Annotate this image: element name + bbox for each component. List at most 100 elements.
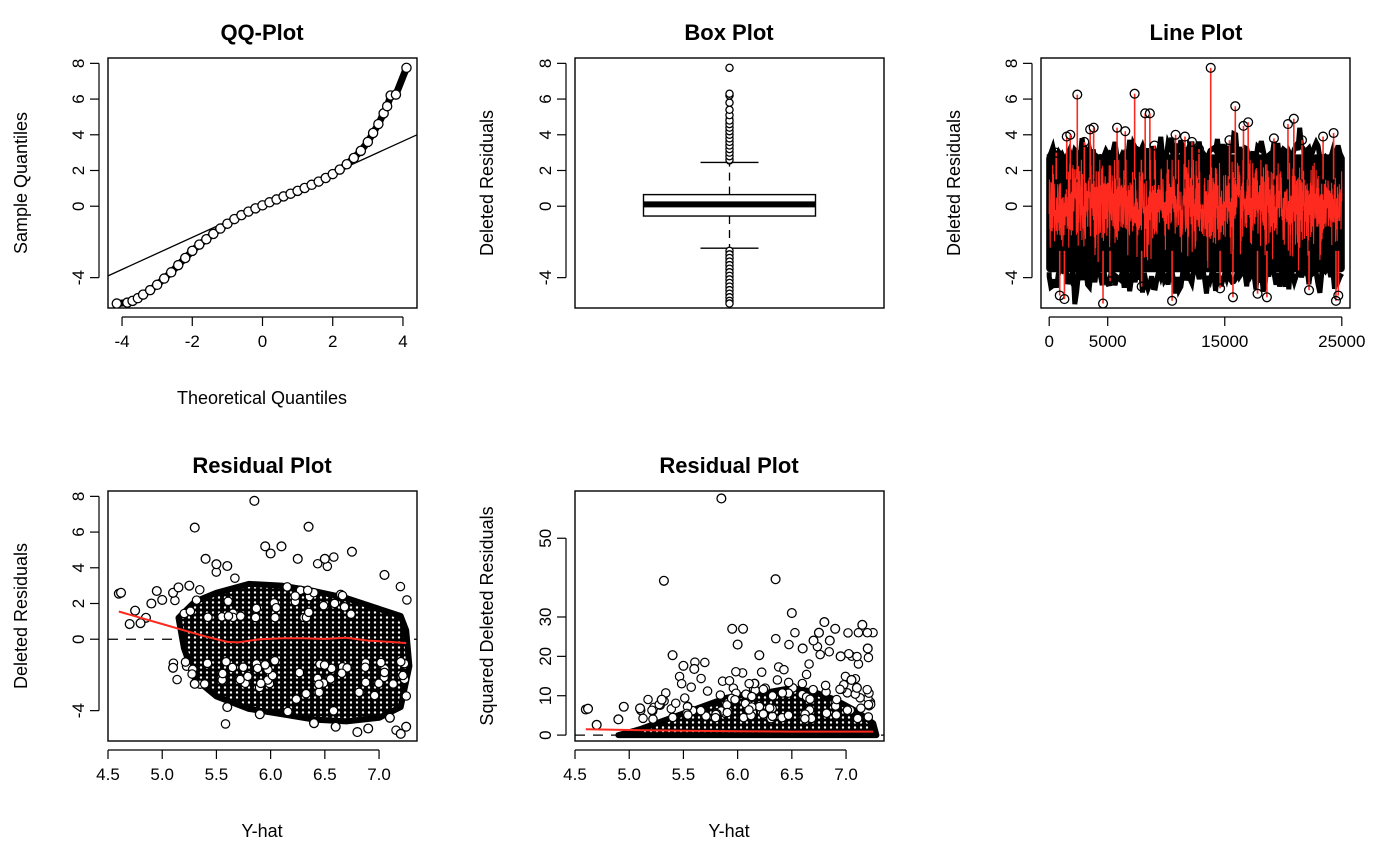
squared-outlier: [738, 623, 749, 634]
squared-point: [783, 677, 794, 688]
squared-outlier: [613, 714, 624, 725]
squared-point: [852, 651, 862, 662]
squared-point: [777, 688, 788, 698]
squared-point: [800, 713, 810, 724]
series-point: [1282, 119, 1294, 130]
residual-point: [346, 609, 356, 620]
residual-point: [269, 655, 280, 666]
residual-point: [172, 674, 182, 685]
residual-point: [318, 600, 329, 611]
residual-point: [235, 674, 245, 685]
residual-point: [360, 662, 371, 673]
series-point: [1205, 62, 1216, 73]
squared-residual-plot-axes: 0 10 20 30 50 4.5 5.0 5.5 6.0 6.5 7.0: [536, 529, 858, 784]
series-point: [1193, 144, 1205, 155]
squared-point: [744, 678, 754, 689]
squared-point: [843, 648, 854, 659]
residual-point: [185, 606, 196, 617]
y-tick-label: 4: [536, 130, 555, 139]
qq-point: [215, 223, 226, 234]
box-plot-marks: [642, 63, 817, 308]
residual-outlier: [222, 702, 233, 713]
residual-point: [282, 582, 292, 592]
series-point: [1120, 126, 1131, 137]
residual-outlier: [330, 721, 341, 732]
series-point: [1186, 136, 1198, 147]
box-outlier: [725, 89, 734, 98]
y-tick-label: 20: [536, 647, 555, 666]
squared-outlier: [786, 607, 797, 619]
residual-outlier: [200, 553, 211, 564]
qq-point: [179, 252, 191, 264]
series-point: [1105, 276, 1116, 287]
residual-point: [235, 611, 246, 621]
y-tick-label: 6: [536, 94, 555, 103]
squared-point: [686, 682, 697, 692]
x-tick-label: 6.0: [726, 765, 750, 784]
squared-outlier: [857, 619, 868, 630]
squared-point: [767, 711, 778, 722]
residual-outlier: [319, 553, 330, 564]
y-tick-label: 4: [69, 563, 88, 572]
residual-outlier: [189, 678, 200, 689]
series-point: [1179, 131, 1191, 142]
residual-point: [314, 687, 324, 698]
box-plot-ylabel: Deleted Residuals: [477, 110, 497, 256]
line-plot-frame: [1040, 57, 1351, 309]
qq-point: [144, 284, 156, 296]
residual-point: [388, 679, 398, 689]
series-point: [1243, 117, 1254, 128]
squared-outlier: [667, 650, 678, 661]
qq-point: [111, 298, 123, 308]
qq-plot-points: [108, 62, 417, 308]
squared-residual-plot-panel: Residual Plot 0 10 20 30 50 4.5 5.0 5.5 6.0 6.5 7.…: [477, 453, 885, 841]
squared-point: [820, 680, 831, 691]
y-tick-label: -4: [69, 270, 88, 285]
y-tick-label: 0: [1002, 201, 1021, 210]
qq-point: [373, 118, 384, 130]
series-point: [1136, 281, 1147, 292]
residual-outlier: [379, 569, 390, 580]
residual-point: [251, 603, 262, 614]
squared-point: [863, 652, 874, 663]
residual-point: [271, 602, 282, 613]
y-tick-label: 6: [69, 527, 88, 536]
residual-point: [398, 670, 408, 681]
squared-point: [679, 693, 690, 703]
qq-points-band: [113, 64, 410, 307]
squared-point: [758, 684, 769, 695]
squared-residual-plot-title: Residual Plot: [659, 453, 799, 478]
x-tick-label: 0: [258, 332, 267, 351]
residual-point: [290, 591, 301, 601]
squared-point: [808, 684, 818, 695]
series-point: [1144, 108, 1155, 119]
y-tick-label: 4: [69, 130, 88, 139]
squared-point: [790, 627, 800, 638]
box-plot-axes: -4 0 2 4 6 8: [536, 59, 567, 285]
squared-point: [758, 709, 769, 719]
squared-point: [638, 713, 648, 724]
qq-plot-frame: [107, 57, 418, 309]
squared-point: [670, 698, 681, 709]
residual-point: [301, 688, 311, 699]
residual-point: [379, 667, 390, 678]
residual-point: [336, 668, 347, 679]
series-point: [1296, 135, 1308, 146]
y-tick-label: 8: [69, 492, 88, 501]
series-line: [1048, 159, 1343, 271]
y-tick-label: -4: [69, 703, 88, 718]
residual-point: [401, 691, 412, 701]
residual-plot-title: Residual Plot: [192, 453, 332, 478]
series-point: [1333, 290, 1344, 301]
qq-point: [187, 245, 198, 257]
squared-point: [730, 694, 740, 705]
qq-point: [194, 239, 205, 250]
series-point: [1288, 113, 1299, 124]
x-tick-label: 5.5: [672, 765, 696, 784]
squared-outlier: [824, 635, 835, 646]
squared-point: [731, 666, 741, 677]
squared-point: [696, 673, 706, 684]
qq-point: [172, 259, 184, 271]
residual-point: [376, 657, 386, 668]
y-tick-label: 8: [69, 59, 88, 68]
